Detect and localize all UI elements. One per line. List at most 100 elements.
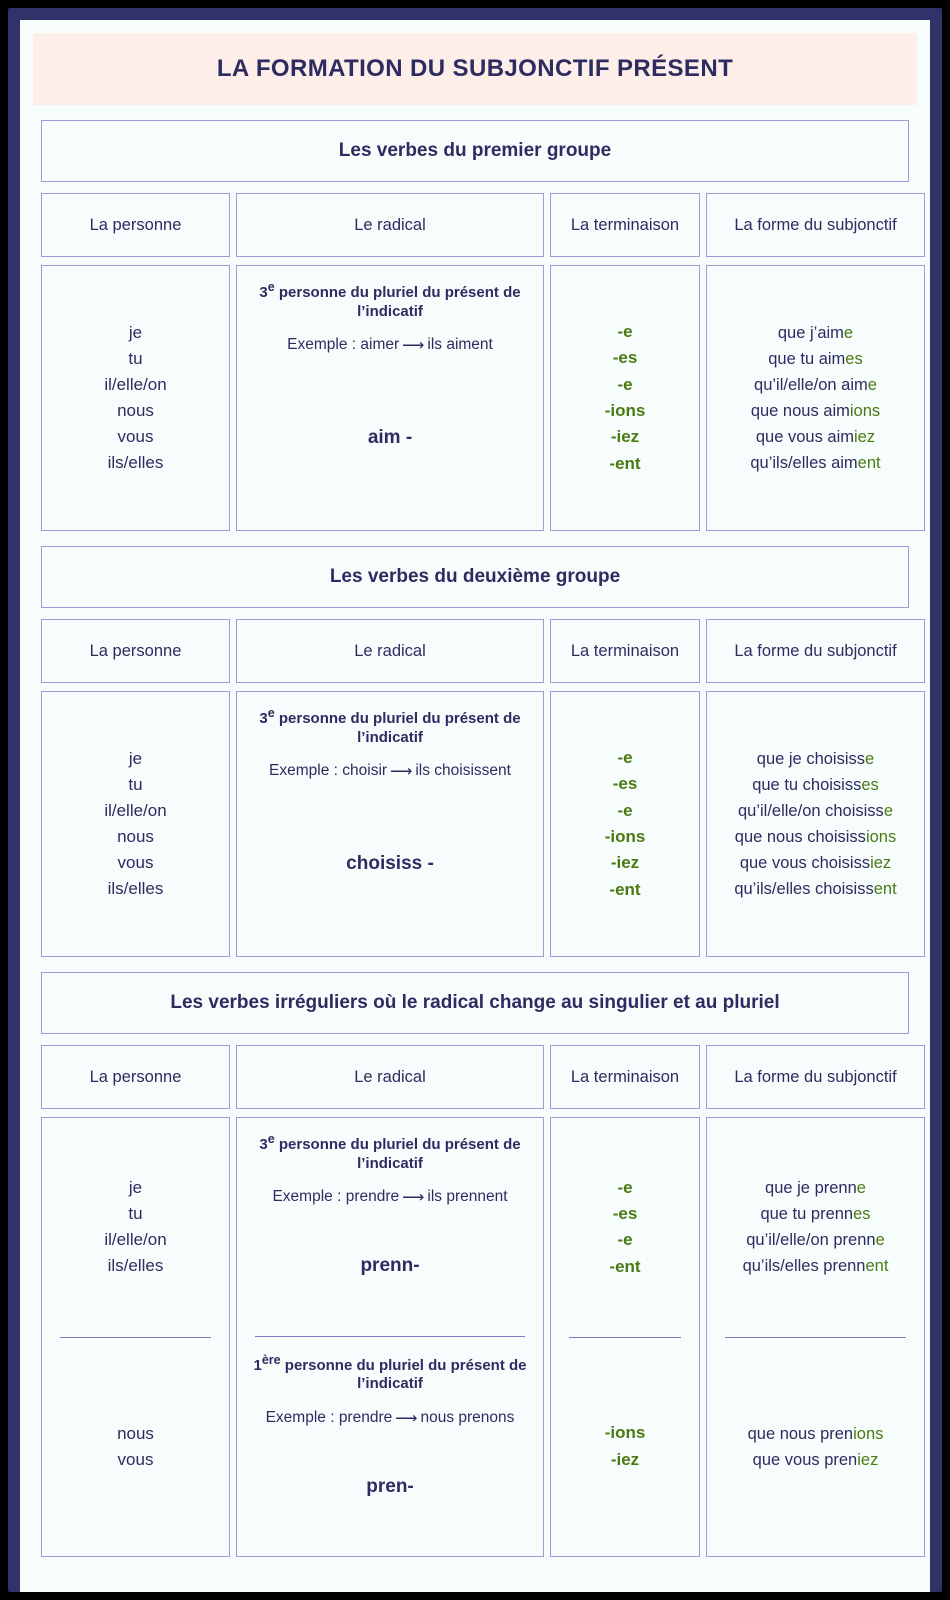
person-label: ils/elles <box>107 453 164 472</box>
column-header-label: La personne <box>89 215 182 234</box>
form-stem: que je prenn <box>765 1179 857 1198</box>
arrow-right-icon: ⟶ <box>390 763 413 781</box>
subjunctive-form: que vous preniez <box>753 1447 879 1473</box>
subjunctive-form: que vous choisissiez <box>740 850 891 876</box>
ending-label: -e <box>617 800 633 820</box>
subjunctive-form: que je choisisse <box>757 746 874 772</box>
table-header-group-1: La personne Le radical La terminaison La… <box>41 193 925 257</box>
subjunctive-form: que j’aime <box>778 320 853 346</box>
column-header-ending: La terminaison <box>550 1045 700 1109</box>
form-ending: iez <box>854 428 876 447</box>
persons-cell-split: je tu il/elle/on ils/elles nous vous <box>41 1117 230 1557</box>
radical-rule: 1ère personne du pluriel du présent de l… <box>249 1353 531 1394</box>
person-label: ils/elles <box>107 1256 164 1276</box>
person-label: tu <box>128 349 143 368</box>
person-label: nous <box>117 827 154 846</box>
form-stem: qu’il/elle/on aim <box>754 375 868 394</box>
person-label: vous <box>117 853 154 872</box>
column-header-label: La terminaison <box>570 215 680 234</box>
arrow-right-icon: ⟶ <box>402 337 425 355</box>
form-ending: e <box>865 749 875 768</box>
column-header-label: La personne <box>89 1067 182 1086</box>
forms-lower: que nous prenions que vous preniez <box>707 1338 924 1557</box>
subjunctive-form: que je prenne <box>765 1175 866 1201</box>
rule-text: personne du pluriel du présent de l’indi… <box>274 1136 521 1172</box>
radical-rule: 3e personne du pluriel du présent de l’i… <box>249 280 531 321</box>
ordinal-number: 3 <box>259 284 268 301</box>
endings-cell: -e -es -e -ions -iez -ent <box>550 691 700 957</box>
person-label: vous <box>117 427 154 446</box>
column-header-label: La personne <box>89 641 182 660</box>
column-header-label: Le radical <box>354 641 426 660</box>
form-ending: ions <box>849 402 881 420</box>
persons-cell: je tu il/elle/on nous vous ils/elles <box>41 691 230 957</box>
ending-label: -e <box>617 321 633 341</box>
column-header-radical: Le radical <box>236 1045 544 1109</box>
example-conjugated: nous prenons <box>420 1408 515 1426</box>
form-stem: qu’il/elle/on choisiss <box>737 801 884 820</box>
ending-label: -ent <box>609 453 641 473</box>
table-header-group-2: La personne Le radical La terminaison La… <box>41 619 925 683</box>
form-stem: que nous aim <box>750 402 850 420</box>
section-heading-group-3: Les verbes irréguliers où le radical cha… <box>41 972 909 1034</box>
table-header-group-3: La personne Le radical La terminaison La… <box>41 1045 925 1109</box>
column-header-ending: La terminaison <box>550 619 700 683</box>
form-stem: que vous aim <box>755 428 855 447</box>
form-ending: es <box>845 349 863 368</box>
form-stem: qu’ils/elles aim <box>750 454 858 473</box>
column-header-label: La forme du subjonctif <box>734 641 897 660</box>
column-header-ending: La terminaison <box>550 193 700 257</box>
example-infinitive: choisir <box>342 762 388 780</box>
section-heading-label: Les verbes du premier groupe <box>338 140 612 161</box>
form-ending: ions <box>865 828 897 846</box>
forms-cell: que j’aime que tu aimes qu’il/elle/on aime… <box>706 265 925 531</box>
person-label: il/elle/on <box>104 375 167 394</box>
form-ending: e <box>883 801 893 820</box>
person-label: nous <box>117 1423 154 1443</box>
radical-stem: pren- <box>366 1475 414 1497</box>
table-body-group-2: je tu il/elle/on nous vous ils/elles 3e perso… <box>41 691 925 957</box>
column-header-form: La forme du subjonctif <box>706 619 925 683</box>
form-ending: iez <box>870 854 892 873</box>
column-header-radical: Le radical <box>236 619 544 683</box>
ending-label: -es <box>612 1203 638 1223</box>
column-header-label: La forme du subjonctif <box>734 1067 897 1086</box>
form-stem: que nous choisiss <box>734 828 866 846</box>
radical-example: Exemple : prendre ⟶ ils prennent <box>272 1187 507 1207</box>
example-label: Exemple : <box>269 762 343 780</box>
cell-divider <box>569 1336 681 1338</box>
column-header-form: La forme du subjonctif <box>706 1045 925 1109</box>
column-header-label: Le radical <box>354 215 426 234</box>
ending-label: -iez <box>610 1449 640 1469</box>
form-stem: que vous pren <box>752 1450 858 1469</box>
form-ending: ions <box>853 1424 884 1443</box>
person-label: vous <box>117 1449 154 1469</box>
poster-frame: LA FORMATION DU SUBJONCTIF PRÉSENT Les v… <box>8 8 942 1592</box>
ending-label: -ions <box>604 1423 646 1443</box>
radical-cell-split: 3e personne du pluriel du présent de l’i… <box>236 1117 544 1557</box>
section-heading-label: Les verbes du deuxième groupe <box>329 566 621 587</box>
endings-upper: -e -es -e -ent <box>551 1118 699 1337</box>
ordinal-suffix: e <box>267 1132 275 1146</box>
radical-cell: 3e personne du pluriel du présent de l’i… <box>236 691 544 957</box>
form-ending: ent <box>873 880 897 899</box>
cell-divider <box>60 1336 211 1338</box>
person-label: je <box>128 749 143 768</box>
ordinal-suffix: e <box>267 280 275 294</box>
column-header-label: La terminaison <box>570 1067 680 1086</box>
form-stem: qu’ils/elles prenn <box>742 1257 866 1276</box>
ordinal-number: 1 <box>253 1356 262 1374</box>
column-header-form: La forme du subjonctif <box>706 193 925 257</box>
form-stem: que tu prenn <box>760 1205 854 1224</box>
person-label: il/elle/on <box>104 801 167 820</box>
arrow-right-icon: ⟶ <box>402 1189 425 1207</box>
form-stem: que vous choisiss <box>739 854 871 873</box>
radical-example: Exemple : choisir ⟶ ils choisissent <box>269 761 511 781</box>
arrow-right-icon: ⟶ <box>395 1409 418 1427</box>
form-stem: que tu choisiss <box>752 775 862 794</box>
ending-label: -es <box>612 774 638 794</box>
ordinal-suffix: e <box>267 706 275 720</box>
form-stem: que tu aim <box>768 349 846 368</box>
form-stem: que nous pren <box>747 1424 854 1443</box>
ending-label: -e <box>617 374 633 394</box>
